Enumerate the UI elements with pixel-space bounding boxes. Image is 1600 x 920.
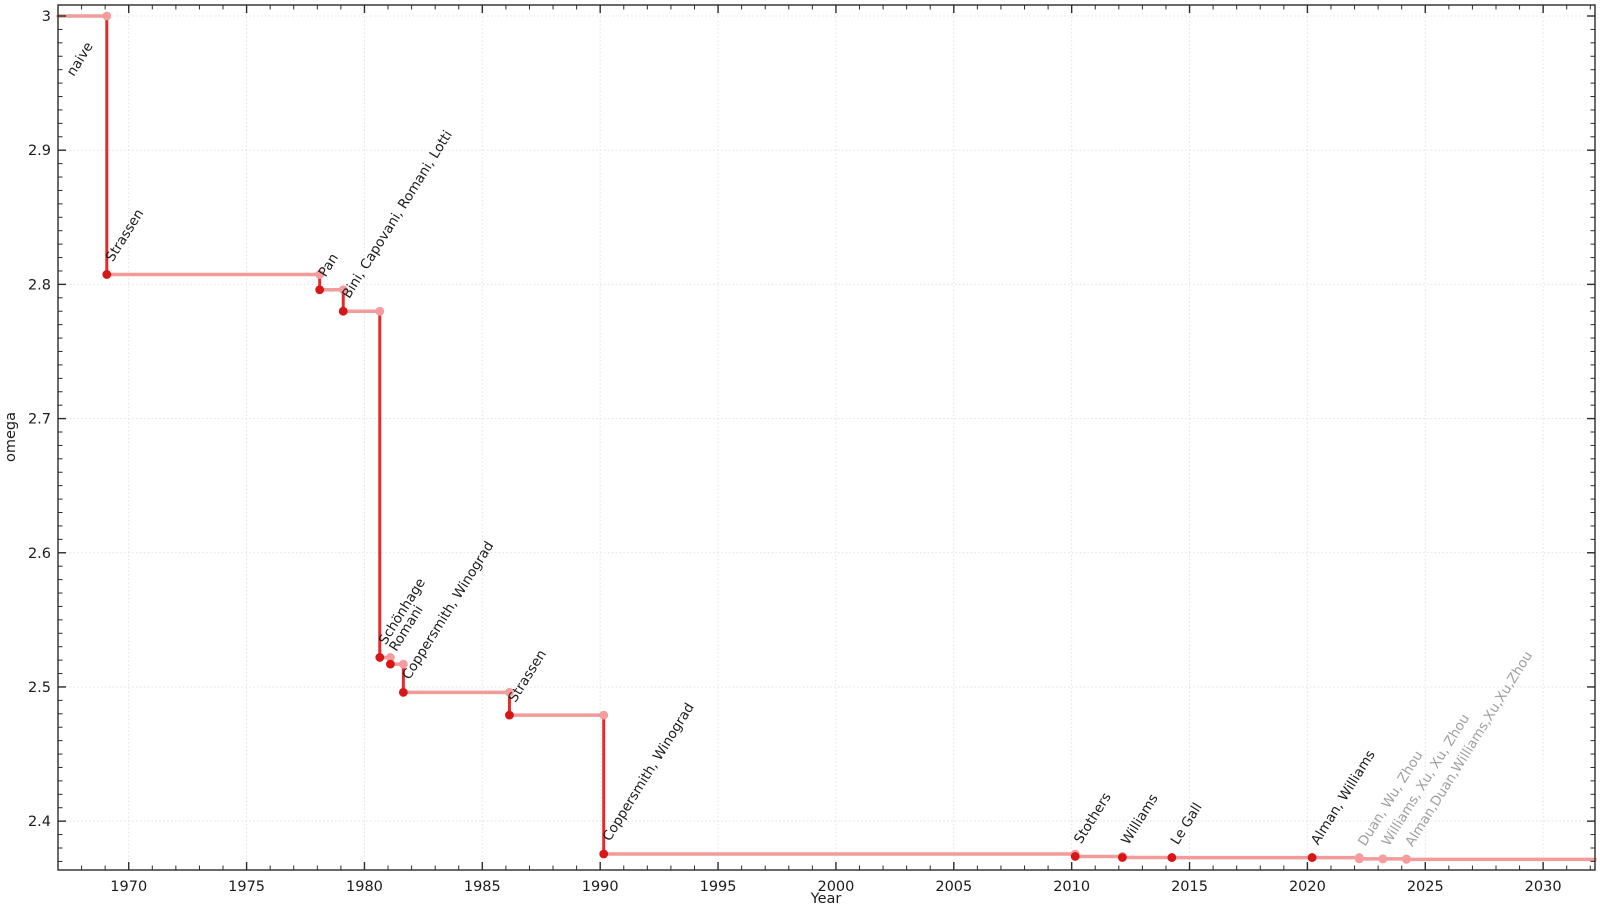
data-point-coppersmith-winograd-1990 [599, 849, 609, 859]
corner-point-strassen-1969 [102, 11, 112, 21]
point-label-le-gall-2014: Le Gall [1168, 800, 1206, 848]
data-point-le-gall-2014 [1167, 853, 1177, 862]
y-tick-label: 2.4 [28, 814, 51, 830]
corner-point-coppersmith-winograd-1981 [398, 659, 408, 669]
y-tick-label: 2.9 [28, 143, 51, 159]
corner-point-romani-1981 [385, 653, 395, 662]
y-axis-label: omega [3, 412, 19, 462]
x-tick-label: 2030 [1525, 879, 1562, 895]
corner-point-sch-nhage-1981 [375, 306, 385, 316]
corner-point-strassen-1986 [505, 687, 514, 697]
data-point-coppersmith-winograd-1981 [398, 687, 408, 697]
grid-layer [58, 5, 1595, 870]
corner-point-coppersmith-winograd-1990 [599, 710, 609, 720]
x-tick-label: 1980 [346, 879, 383, 895]
data-point-bini-capovani-romani-lotti-1979 [338, 306, 348, 316]
y-tick-label: 2.6 [28, 546, 51, 562]
point-label-strassen-1986: Strassen [505, 647, 550, 705]
step-line-series [56, 11, 1597, 864]
point-label-alman-duan-williams-xu-xu-zhou-2024: Alman,Duan,Williams,Xu,Xu,Zhou [1402, 649, 1536, 850]
y-tick-label: 2.7 [28, 412, 51, 428]
x-tick-label: 1985 [464, 879, 501, 895]
point-label-williams-2012: Williams [1118, 791, 1162, 847]
point-label-coppersmith-winograd-1990: Coppersmith, Winograd [600, 700, 698, 844]
data-point-duan-wu-zhou-2022 [1354, 854, 1364, 864]
point-label-naive: naive [64, 39, 97, 79]
y-tick-label: 2.5 [28, 680, 51, 696]
plot-frame [57, 4, 1596, 871]
discovery-markers [102, 270, 1411, 864]
vertical-segments [105, 16, 1408, 860]
data-point-alman-duan-williams-xu-xu-zhou-2024 [1402, 854, 1411, 864]
x-tick-label: 1970 [110, 879, 147, 895]
data-point-strassen-1986 [505, 710, 514, 720]
x-tick-label: 2010 [1053, 879, 1090, 895]
data-point-sch-nhage-1981 [375, 653, 385, 662]
x-axis-label: Year [810, 891, 842, 907]
corner-point-pan-1978 [315, 270, 325, 279]
data-point-strassen-1969 [102, 270, 112, 279]
x-tick-label: 2015 [1171, 879, 1208, 895]
x-tick-label: 2000 [817, 879, 854, 895]
corner-markers [102, 11, 1411, 864]
data-point-stothers-2010 [1070, 852, 1080, 861]
x-tick-label: 1990 [582, 879, 619, 895]
data-point-williams-xu-xu-zhou-2023 [1378, 854, 1388, 864]
tick-labels-layer: 1970 1975 1980 1985 1990 1995 2000 2005 2010 2015… [28, 9, 1562, 895]
x-tick-label: 2005 [935, 879, 972, 895]
data-point-williams-2012 [1117, 853, 1127, 862]
data-point-pan-1978 [315, 285, 325, 295]
y-tick-label: 2.8 [28, 277, 51, 293]
x-tick-label: 1995 [700, 879, 737, 895]
x-tick-label: 1975 [228, 879, 265, 895]
point-label-strassen-1969: Strassen [103, 206, 148, 264]
y-tick-label: 3 [42, 9, 51, 25]
axes-layer [57, 4, 1596, 871]
x-tick-label: 2025 [1407, 879, 1444, 895]
horizontal-segments [56, 14, 1597, 862]
corner-point-bini-capovani-romani-lotti-1979 [338, 285, 348, 295]
x-tick-label: 2020 [1289, 879, 1326, 895]
data-point-alman-williams-2020 [1307, 853, 1317, 862]
point-label-stothers-2010: Stothers [1071, 790, 1115, 847]
data-point-romani-1981 [385, 659, 395, 669]
point-label-bini-capovani-romani-lotti-1979: Bini, Capovani, Romani, Lotti [339, 128, 456, 302]
